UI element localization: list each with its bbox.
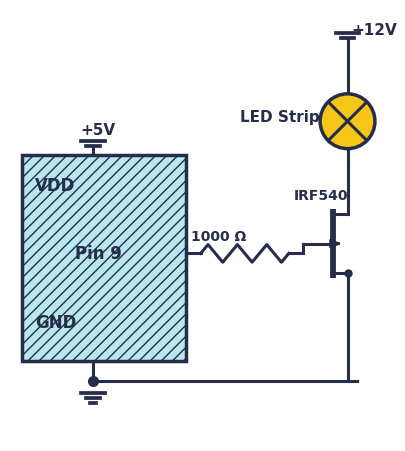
Bar	[21, 156, 185, 361]
Text: VDD: VDD	[35, 176, 75, 194]
Text: +5V: +5V	[80, 122, 115, 137]
Text: +12V: +12V	[351, 23, 396, 37]
Text: Pin 9: Pin 9	[75, 245, 122, 263]
Text: 1000 Ω: 1000 Ω	[190, 229, 245, 243]
Text: IRF540: IRF540	[293, 188, 347, 202]
Text: LED Strip: LED Strip	[239, 110, 319, 124]
Circle shape	[319, 95, 374, 149]
Text: GND: GND	[35, 313, 77, 331]
